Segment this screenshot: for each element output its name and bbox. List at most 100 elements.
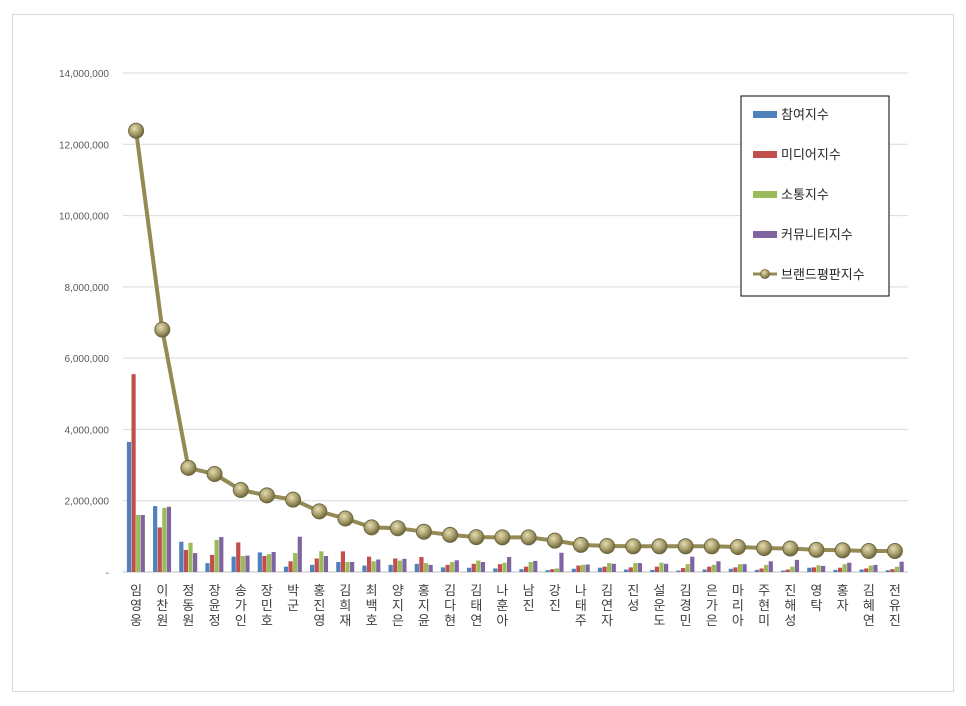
bar-홍진영-커뮤니티지수 bbox=[323, 555, 329, 572]
bar-홍진영-미디어지수 bbox=[314, 558, 319, 572]
bar-마리아-소통지수 bbox=[737, 564, 743, 572]
bar-홍자-커뮤니티지수 bbox=[847, 562, 852, 572]
bar-정동원-미디어지수 bbox=[183, 549, 189, 572]
bar-홍진영-참여지수 bbox=[310, 564, 315, 572]
marker-이찬원 bbox=[154, 321, 171, 338]
bar-장민호-참여지수 bbox=[257, 552, 262, 572]
bar-마리아-미디어지수 bbox=[733, 567, 738, 572]
legend-label-participation: 참여지수 bbox=[781, 108, 829, 123]
y-tick-label: 6,000,000 bbox=[65, 354, 110, 365]
bar-최백호-커뮤니티지수 bbox=[376, 559, 381, 572]
bar-김혜연-소통지수 bbox=[868, 565, 873, 572]
marker-임영웅 bbox=[128, 122, 145, 139]
bar-진성-커뮤니티지수 bbox=[637, 563, 643, 572]
bar-임영웅-미디어지수 bbox=[131, 374, 136, 572]
bar-홍지윤-커뮤니티지수 bbox=[428, 564, 433, 572]
bar-이찬원-미디어지수 bbox=[157, 527, 162, 572]
marker-장민호 bbox=[258, 487, 275, 504]
legend-label-communication: 소통지수 bbox=[781, 188, 829, 203]
bar-송가인-미디어지수 bbox=[236, 542, 241, 572]
bar-박군-커뮤니티지수 bbox=[297, 536, 302, 572]
bar-설운도-참여지수 bbox=[650, 569, 655, 572]
bar-김경민-미디어지수 bbox=[680, 568, 686, 572]
y-tick-label: 8,000,000 bbox=[65, 283, 110, 294]
bar-김다현-미디어지수 bbox=[445, 564, 450, 572]
bar-김혜연-미디어지수 bbox=[864, 568, 869, 572]
legend-swatch-communication bbox=[753, 191, 777, 198]
marker-진해성 bbox=[782, 540, 799, 557]
bar-이찬원-커뮤니티지수 bbox=[166, 506, 172, 572]
bar-남진-소통지수 bbox=[528, 562, 533, 572]
label-layer: 임 영 웅 이 찬 원 정 동 원 장 윤 정 송 가 인 장 민 호 박 군 홍 진 영 김 희 재 최 백 호 양 지 은 홍 지 윤 김 다 현 김 태… bbox=[130, 584, 901, 629]
y-tick-label: 12,000,000 bbox=[59, 140, 109, 151]
bar-주현미-커뮤니티지수 bbox=[768, 561, 773, 572]
bar-나훈아-미디어지수 bbox=[497, 564, 503, 572]
bar-김연자-커뮤니티지수 bbox=[611, 563, 616, 572]
bar-김다현-커뮤니티지수 bbox=[454, 560, 459, 572]
bar-나태주-참여지수 bbox=[571, 568, 576, 572]
y-tick-label: - bbox=[106, 568, 109, 579]
bar-홍지윤-미디어지수 bbox=[419, 557, 424, 572]
legend-swatch-participation bbox=[753, 111, 777, 118]
marker-홍지윤 bbox=[415, 523, 432, 540]
legend-label-media: 미디어지수 bbox=[781, 148, 841, 163]
bar-양지은-커뮤니티지수 bbox=[402, 558, 407, 572]
bar-송가인-소통지수 bbox=[240, 555, 245, 572]
bar-임영웅-커뮤니티지수 bbox=[140, 514, 145, 572]
bar-김연자-참여지수 bbox=[597, 567, 603, 572]
bar-진해성-미디어지수 bbox=[785, 569, 790, 572]
marker-주현미 bbox=[756, 540, 773, 557]
bar-이찬원-소통지수 bbox=[162, 507, 167, 572]
marker-진성 bbox=[625, 538, 642, 555]
bar-나훈아-소통지수 bbox=[502, 562, 507, 572]
marker-강진 bbox=[546, 532, 563, 549]
bar-김희재-커뮤니티지수 bbox=[350, 562, 355, 572]
bar-정동원-커뮤니티지수 bbox=[193, 553, 198, 572]
bar-전유진-소통지수 bbox=[894, 566, 900, 572]
marker-영탁 bbox=[808, 541, 825, 558]
bar-장민호-미디어지수 bbox=[262, 555, 267, 572]
marker-김희재 bbox=[337, 510, 354, 527]
bar-송가인-커뮤니티지수 bbox=[245, 555, 250, 572]
bar-장민호-커뮤니티지수 bbox=[271, 552, 276, 572]
bar-영탁-참여지수 bbox=[807, 567, 812, 572]
bar-박군-소통지수 bbox=[293, 553, 298, 572]
marker-김연자 bbox=[599, 538, 616, 554]
bar-주현미-미디어지수 bbox=[759, 568, 764, 572]
bar-김희재-미디어지수 bbox=[340, 551, 346, 572]
bar-나태주-미디어지수 bbox=[576, 565, 581, 572]
line-layer bbox=[128, 122, 903, 559]
bar-나태주-커뮤니티지수 bbox=[585, 564, 590, 572]
bar-김경민-참여지수 bbox=[676, 570, 681, 572]
bar-장윤정-참여지수 bbox=[205, 563, 210, 572]
bar-진성-참여지수 bbox=[624, 569, 629, 572]
bar-김혜연-참여지수 bbox=[859, 569, 864, 572]
legend-label-community: 커뮤니티지수 bbox=[781, 228, 853, 243]
bar-영탁-미디어지수 bbox=[811, 567, 817, 572]
bar-김태연-커뮤니티지수 bbox=[480, 562, 486, 572]
bar-김태연-소통지수 bbox=[476, 560, 481, 572]
bar-설운도-미디어지수 bbox=[654, 566, 660, 572]
marker-은가은 bbox=[703, 538, 720, 555]
bar-홍지윤-참여지수 bbox=[414, 563, 419, 572]
marker-박군 bbox=[285, 491, 302, 508]
bar-양지은-미디어지수 bbox=[393, 558, 398, 572]
bar-김태연-참여지수 bbox=[467, 567, 472, 572]
bar-나태주-소통지수 bbox=[580, 564, 586, 572]
y-tick-label: 2,000,000 bbox=[65, 497, 110, 508]
bar-장윤정-미디어지수 bbox=[209, 554, 215, 572]
bar-박군-참여지수 bbox=[283, 566, 289, 572]
